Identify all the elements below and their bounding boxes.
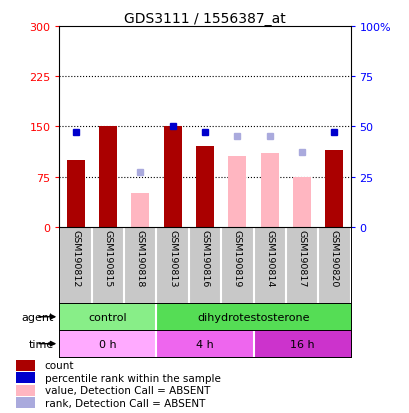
- Text: count: count: [45, 361, 74, 370]
- Bar: [325, 150, 342, 227]
- Text: 0 h: 0 h: [99, 339, 117, 349]
- Text: GSM190820: GSM190820: [329, 230, 338, 287]
- Bar: [228, 157, 246, 227]
- Text: GSM190813: GSM190813: [168, 230, 177, 287]
- Bar: [131, 194, 149, 227]
- Bar: [16, 385, 34, 396]
- Text: GSM190815: GSM190815: [103, 230, 112, 287]
- Title: GDS3111 / 1556387_at: GDS3111 / 1556387_at: [124, 12, 285, 26]
- Text: 4 h: 4 h: [196, 339, 213, 349]
- Text: time: time: [28, 339, 54, 349]
- Text: GSM190814: GSM190814: [265, 230, 274, 287]
- Bar: [260, 154, 278, 227]
- Bar: [16, 373, 34, 383]
- Bar: [292, 177, 310, 227]
- Text: value, Detection Call = ABSENT: value, Detection Call = ABSENT: [45, 385, 209, 395]
- Text: dihydrotestosterone: dihydrotestosterone: [197, 312, 309, 322]
- Bar: [67, 160, 84, 227]
- Text: GSM190819: GSM190819: [232, 230, 241, 287]
- Text: 16 h: 16 h: [289, 339, 314, 349]
- Bar: [196, 147, 213, 227]
- Text: GSM190812: GSM190812: [71, 230, 80, 287]
- Bar: [16, 397, 34, 408]
- Bar: [16, 360, 34, 371]
- Text: percentile rank within the sample: percentile rank within the sample: [45, 373, 220, 383]
- Text: control: control: [88, 312, 127, 322]
- Text: GSM190817: GSM190817: [297, 230, 306, 287]
- Text: rank, Detection Call = ABSENT: rank, Detection Call = ABSENT: [45, 398, 204, 408]
- Text: agent: agent: [21, 312, 54, 322]
- Bar: [163, 127, 181, 227]
- Text: GSM190816: GSM190816: [200, 230, 209, 287]
- Bar: [99, 127, 117, 227]
- Text: GSM190818: GSM190818: [135, 230, 144, 287]
